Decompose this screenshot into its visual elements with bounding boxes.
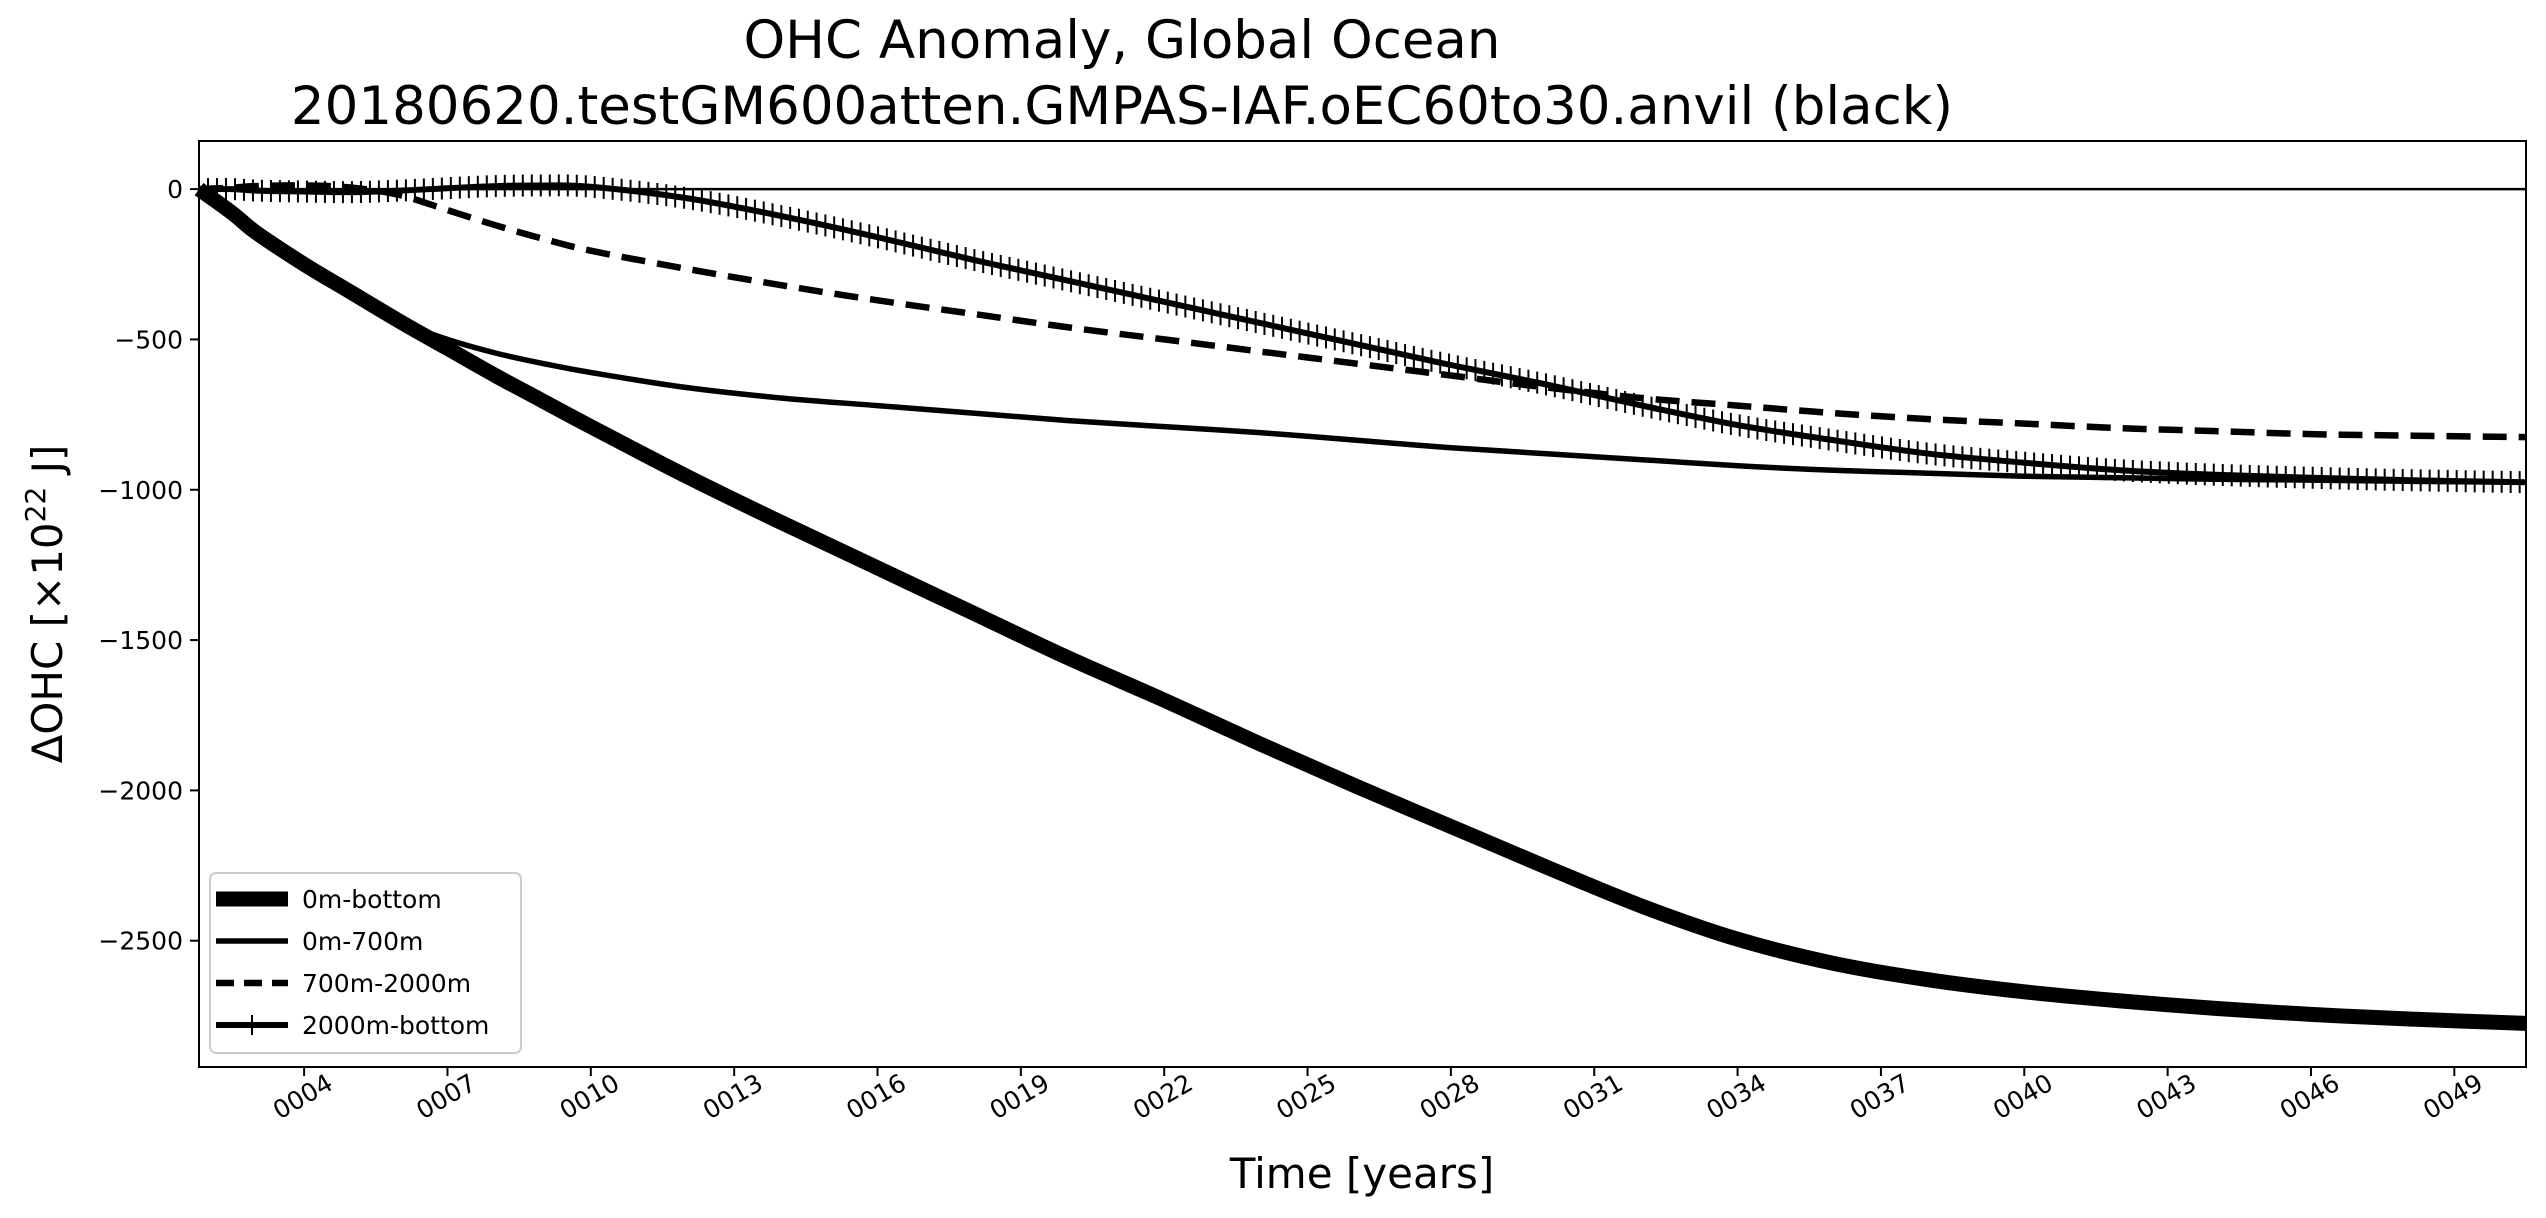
y-axis-label-main: ΔOHC [×10 (23, 522, 72, 763)
plot-frame (198, 140, 2527, 1068)
legend-label-0m-700m: 0m-700m (302, 927, 423, 956)
x-axis-ticks: 0004 0007 0010 0013 0016 0019 0022 0025 0028 0031… (268, 1067, 2488, 1125)
x-tick-label: 0049 (2418, 1068, 2488, 1125)
series-layer (194, 174, 2527, 1031)
y-axis-label-unit: J] (23, 445, 72, 487)
y-tick-label: 0 (167, 175, 183, 204)
series-2000m-bottom (198, 174, 2527, 494)
x-tick-label: 0034 (1701, 1068, 1771, 1125)
plot-area (199, 141, 2526, 1067)
legend-label-700m-2000m: 700m-2000m (302, 969, 471, 998)
x-tick-label: 0040 (1988, 1068, 2058, 1125)
x-tick-label: 0043 (2132, 1068, 2202, 1125)
x-tick-label: 0007 (411, 1068, 481, 1125)
legend-label-0m-bottom: 0m-bottom (302, 885, 442, 914)
y-axis-label: ΔOHC [×1022 J] (19, 445, 72, 764)
series-line-700m-2000m (198, 182, 2527, 441)
x-tick-label: 0019 (985, 1068, 1055, 1125)
series-markers-2000m-bottom (198, 174, 2521, 494)
y-tick-label: −1500 (98, 626, 183, 655)
series-700m-2000m (198, 182, 2527, 441)
x-axis-label: Time [years] (1229, 1149, 1495, 1198)
legend-label-2000m-bottom: 2000m-bottom (302, 1011, 489, 1040)
y-tick-label: −2000 (98, 776, 183, 805)
x-tick-label: 0016 (841, 1068, 911, 1125)
y-axis-label-exponent: 22 (19, 487, 52, 523)
x-tick-label: 0025 (1271, 1068, 1341, 1125)
x-tick-label: 0010 (555, 1068, 625, 1125)
legend-box (209, 872, 522, 1054)
series-line-0m-bottom (194, 182, 2527, 1031)
chart-title-line-1: OHC Anomaly, Global Ocean (743, 10, 1500, 71)
y-tick-label: −1000 (98, 476, 183, 505)
y-axis-ticks: 0 −500 −1000 −1500 −2000 −2500 (98, 175, 199, 956)
x-tick-label: 0004 (268, 1068, 338, 1125)
y-tick-label: −500 (114, 325, 183, 354)
legend: 0m-bottom 0m-700m 700m-2000m 2000m-bottom (209, 872, 522, 1054)
x-tick-label: 0046 (2275, 1068, 2345, 1125)
x-tick-label: 0022 (1128, 1068, 1198, 1125)
x-tick-label: 0013 (698, 1068, 768, 1125)
x-tick-label: 0031 (1558, 1068, 1628, 1125)
x-tick-label: 0037 (1845, 1068, 1915, 1125)
series-0m-bottom (194, 182, 2527, 1031)
x-tick-label: 0028 (1415, 1068, 1485, 1125)
chart-title-line-2: 20180620.testGM600atten.GMPAS-IAF.oEC60t… (291, 76, 1953, 137)
y-tick-label: −2500 (98, 927, 183, 956)
